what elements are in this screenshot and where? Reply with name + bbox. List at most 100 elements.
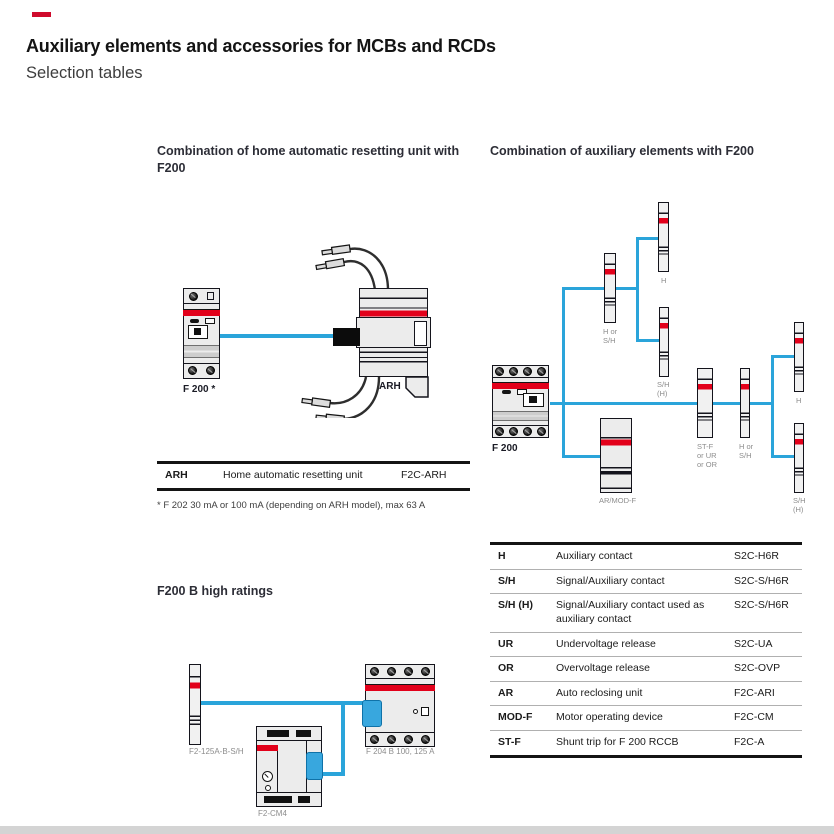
indicator xyxy=(412,707,430,717)
terminals-top xyxy=(493,366,548,379)
arh-table: ARH Home automatic resetting unit F2C-AR… xyxy=(157,461,470,491)
row-type: S2C-S/H6R xyxy=(734,599,789,612)
row-type: S2C-H6R xyxy=(734,550,779,562)
cm4-blue-connector xyxy=(306,752,323,780)
row-description: Signal/Auxiliary contact xyxy=(556,574,665,587)
sh-h-mid-label: S/H (H) xyxy=(657,380,670,398)
row-type: F2C-A xyxy=(734,736,765,749)
h-or-sh-right-module xyxy=(740,368,750,438)
indicator-dot xyxy=(265,785,271,791)
row-code: S/H (H) xyxy=(498,599,533,612)
f200-2pole-breaker xyxy=(183,288,220,379)
row-type: F2C-CM xyxy=(734,711,774,724)
page-title: Auxiliary elements and accessories for M… xyxy=(26,36,496,56)
row-type: S2C-OVP xyxy=(734,662,781,675)
wire-vertical xyxy=(341,701,345,776)
footnote: * F 202 30 mA or 100 mA (depending on AR… xyxy=(157,500,426,511)
ar-mod-f-label: AR/MOD-F xyxy=(599,496,637,505)
terminals-bottom xyxy=(493,424,548,437)
row-description: Auxiliary contact xyxy=(556,550,633,562)
row-description: Motor operating device xyxy=(556,711,663,724)
row-code: S/H xyxy=(498,574,516,587)
right-section-heading: Combination of auxiliary elements with F… xyxy=(490,144,754,158)
table-row: H Auxiliary contact S2C-H6R xyxy=(490,545,802,570)
terminals-bottom xyxy=(184,362,219,378)
wire-main xyxy=(550,402,772,405)
row-code: OR xyxy=(498,662,514,675)
h-right-module xyxy=(794,322,804,392)
red-stripe xyxy=(492,382,549,390)
row-description: Signal/Auxiliary contact used as auxilia… xyxy=(556,599,705,625)
wire-to-h-top xyxy=(636,237,661,240)
ratings-heading: F200 B high ratings xyxy=(157,584,273,598)
arh-window xyxy=(414,321,427,346)
row-code: ST-F xyxy=(498,736,521,749)
arh-front-module xyxy=(356,317,431,348)
row-type: F2C-ARI xyxy=(734,686,775,699)
table-row: AR Auto reclosing unit F2C-ARI xyxy=(490,682,802,707)
row-type: S2C-UA xyxy=(734,637,773,650)
h-or-sh-right-label: H or S/H xyxy=(739,442,754,460)
f2-cm4-label: F2-CM4 xyxy=(258,809,287,818)
wire-module-to-f204 xyxy=(200,701,372,705)
table-row: S/H (H) Signal/Auxiliary contact used as… xyxy=(490,594,802,633)
f2-125a-label: F2-125A-B-S/H xyxy=(189,747,244,756)
row-type: F2C-ARH xyxy=(401,469,447,481)
row-description: Home automatic resetting unit xyxy=(223,469,363,481)
stf-ur-or-module xyxy=(697,368,713,438)
row-description: Auto reclosing unit xyxy=(556,686,643,699)
wire-f200-to-arh xyxy=(219,334,335,338)
indicator-marks xyxy=(189,318,215,325)
wire-stem xyxy=(562,287,565,458)
table-row: OR Overvoltage release S2C-OVP xyxy=(490,657,802,682)
f204-label: F 204 B 100, 125 A xyxy=(366,747,435,756)
f204-blue-connector xyxy=(362,700,382,727)
motor-symbol xyxy=(262,771,273,782)
arh-wires-graphic xyxy=(301,244,429,418)
left-section-heading: Combination of home automatic resetting … xyxy=(157,144,460,175)
switch-lever xyxy=(188,324,208,339)
ar-mod-f-device xyxy=(600,418,632,493)
red-stripe xyxy=(183,309,220,317)
row-description: Overvoltage release xyxy=(556,662,650,675)
row-code: ARH xyxy=(165,469,188,481)
wire-to-armod xyxy=(562,455,602,458)
table-row: ST-F Shunt trip for F 200 RCCB F2C-A xyxy=(490,731,802,755)
h-or-sh-module xyxy=(604,253,616,323)
wire-to-h-right xyxy=(771,355,797,358)
cm4-terminal-block-bottom xyxy=(257,792,321,806)
f200-4pole-breaker xyxy=(492,365,549,438)
wire-upper-vertical xyxy=(636,237,639,342)
arh-connector xyxy=(333,328,360,346)
arh-label: ARH xyxy=(379,381,401,392)
row-type: S2C-S/H6R xyxy=(734,574,789,587)
row-code: UR xyxy=(498,637,514,650)
sh-h-mid-module xyxy=(659,307,669,377)
stf-ur-or-label: ST-F or UR or OR xyxy=(697,442,718,469)
page-subtitle: Selection tables xyxy=(26,64,143,82)
row-description: Undervoltage release xyxy=(556,637,656,650)
terminals-bottom xyxy=(366,732,434,746)
wire-right-vertical xyxy=(771,355,774,458)
wire-upper-branch xyxy=(562,287,637,290)
aux-elements-table: H Auxiliary contact S2C-H6R S/H Signal/A… xyxy=(490,542,802,758)
h-top-module xyxy=(658,202,669,272)
wire-to-sh-h xyxy=(636,339,662,342)
table-row: UR Undervoltage release S2C-UA xyxy=(490,633,802,658)
red-stripe xyxy=(365,683,435,691)
terminals-top xyxy=(184,289,219,305)
label-bands xyxy=(184,345,219,359)
f200-star-label: F 200 * xyxy=(183,384,216,395)
red-stripe xyxy=(257,745,278,751)
row-code: AR xyxy=(498,686,514,699)
page-bottom-bar xyxy=(0,826,834,834)
wire-cm4 xyxy=(323,772,345,776)
table-row: ARH Home automatic resetting unit F2C-AR… xyxy=(157,464,470,488)
switch-lever xyxy=(523,392,545,408)
h-top-label: H xyxy=(661,276,667,285)
f2-125a-module xyxy=(189,664,201,745)
table-row: S/H Signal/Auxiliary contact S2C-S/H6R xyxy=(490,570,802,595)
terminals-top xyxy=(366,665,434,679)
h-or-sh-label: H or S/H xyxy=(603,327,618,345)
